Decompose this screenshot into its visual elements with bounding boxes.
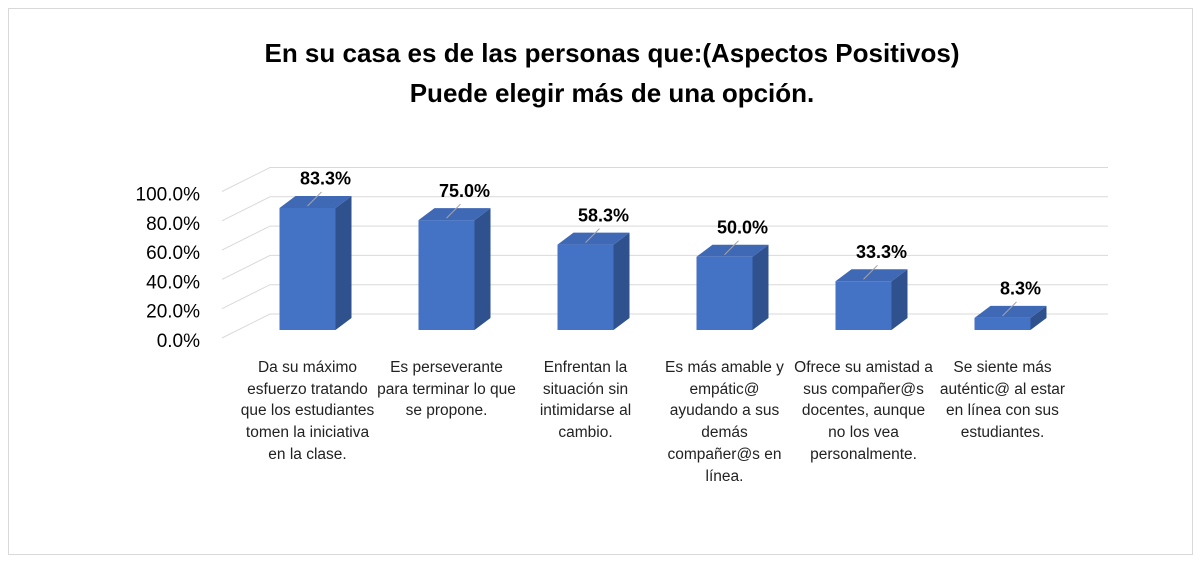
x-tick-label: Enfrentan la situación sin intimidarse a… <box>539 359 632 442</box>
leader-line <box>1002 301 1017 317</box>
y-tick-label: 0.0% <box>157 331 200 352</box>
bar-front <box>557 244 614 330</box>
bar-side <box>891 269 908 330</box>
grid-line <box>221 225 1108 251</box>
data-label: 75.0% <box>439 181 490 201</box>
bar-top <box>418 208 491 221</box>
data-label: 83.3% <box>300 169 351 189</box>
chart-title: En su casa es de las personas que:(Aspec… <box>264 38 959 68</box>
data-label: 33.3% <box>856 242 907 262</box>
bar-side <box>1030 305 1047 330</box>
bar-front <box>418 220 475 330</box>
data-label: 8.3% <box>1000 279 1041 299</box>
x-tick-label: Da su máximo esfuerzo tratando que los e… <box>240 359 375 463</box>
grid-line <box>221 167 1108 192</box>
bar-side <box>613 232 630 330</box>
bar-front <box>279 207 336 330</box>
grid-line <box>221 284 1108 310</box>
y-tick-label: 40.0% <box>146 272 200 293</box>
bar <box>974 305 1047 330</box>
data-label: 50.0% <box>717 218 768 238</box>
bar-front <box>696 256 753 330</box>
grid-line <box>221 196 1108 222</box>
bar-side <box>335 195 352 330</box>
bar-top <box>974 305 1047 318</box>
x-tick-label: Ofrece su amistad a sus compañer@s docen… <box>794 359 933 463</box>
data-label: 58.3% <box>578 205 629 225</box>
y-tick-label: 100.0% <box>136 185 201 206</box>
grid-line <box>221 254 1108 280</box>
bar <box>418 208 491 330</box>
leader-line <box>307 191 322 207</box>
y-tick-label: 20.0% <box>146 302 200 323</box>
bar-top <box>835 269 908 282</box>
bar <box>279 195 352 330</box>
bar-side <box>474 208 491 330</box>
x-tick-label: Es más amable y empátic@ ayudando a sus … <box>665 359 784 485</box>
bar-top <box>696 244 769 257</box>
leader-line <box>724 240 739 256</box>
bar <box>557 232 630 330</box>
x-tick-label: Es perseverante para terminar lo que se … <box>377 359 516 420</box>
bar-top <box>279 195 352 208</box>
leader-line <box>446 203 461 219</box>
bar <box>696 244 769 330</box>
bar-front <box>974 317 1031 330</box>
y-tick-label: 60.0% <box>146 243 200 264</box>
bar-front <box>835 281 892 330</box>
y-tick-label: 80.0% <box>146 214 200 235</box>
bar <box>835 269 908 330</box>
chart-subtitle: Puede elegir más de una opción. <box>410 78 815 108</box>
bar-top <box>557 232 630 245</box>
x-tick-label: Se siente más auténtic@ al estar en líne… <box>939 359 1066 442</box>
leader-line <box>863 264 878 280</box>
leader-line <box>585 228 600 243</box>
bar-side <box>752 244 769 330</box>
grid-line <box>221 313 1108 339</box>
